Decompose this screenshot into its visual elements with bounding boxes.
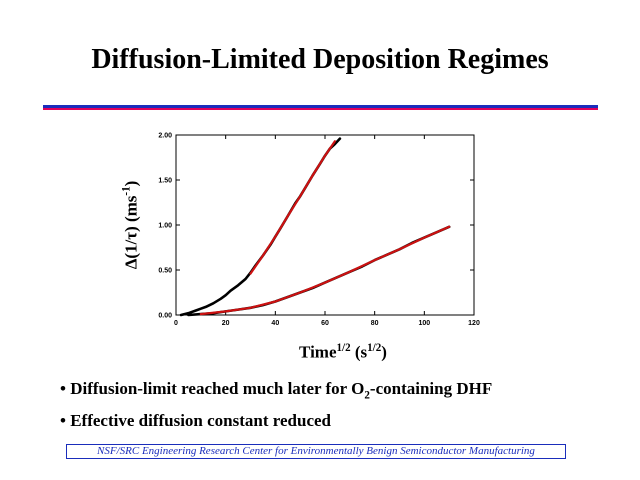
series-layer: [179, 137, 451, 317]
x-tick-label: 60: [321, 320, 329, 327]
x-tick-label: 0: [174, 320, 178, 327]
y-tick-label: 1.00: [158, 223, 172, 230]
bullet-text-suffix: -containing DHF: [369, 379, 493, 398]
x-axis-title: Time1/2 (s1/2): [299, 342, 387, 362]
y-tick-label: 0.00: [158, 313, 172, 320]
x-tick-label: 120: [468, 320, 480, 327]
y-tick-label: 0.50: [158, 268, 172, 275]
bullet-list: • Diffusion-limit reached much later for…: [60, 376, 492, 433]
y-axis-title: Δ(1/τ) (ms-1): [120, 180, 141, 270]
chart: 0.00 0.50 1.00 1.50 2.00 0 20 40 60 80 100 120: [158, 133, 480, 328]
slide-title: Diffusion-Limited Deposition Regimes: [91, 44, 549, 75]
bullet-item: • Effective diffusion constant reduced: [60, 408, 492, 433]
title-rule-red: [43, 108, 598, 110]
title-rule-blue: [43, 105, 598, 108]
x-tick-label: 80: [371, 320, 379, 327]
y-axis: 0.00 0.50 1.00 1.50 2.00: [158, 133, 474, 320]
bullet-text: Diffusion-limit reached much later for O: [70, 379, 365, 398]
y-tick-label: 1.50: [158, 178, 172, 185]
plot-area: [175, 134, 475, 316]
bullet-subscript: 2: [364, 389, 370, 402]
y-tick-label: 2.00: [158, 133, 172, 140]
x-tick-label: 20: [222, 320, 230, 327]
footer-credit: NSF/SRC Engineering Research Center for …: [66, 444, 566, 459]
data-line-2: [187, 225, 451, 317]
x-tick-label: 40: [271, 320, 279, 327]
fit-line-1: [249, 140, 336, 275]
x-axis: 0 20 40 60 80 100 120: [174, 135, 480, 327]
bullet-marker: •: [60, 411, 66, 431]
data-line-0: [179, 137, 342, 317]
bullet-text: Effective diffusion constant reduced: [70, 411, 332, 431]
bullet-marker: •: [60, 379, 66, 398]
x-tick-label: 100: [418, 320, 430, 327]
fit-line-3: [199, 225, 451, 316]
bullet-item: • Diffusion-limit reached much later for…: [60, 376, 492, 408]
